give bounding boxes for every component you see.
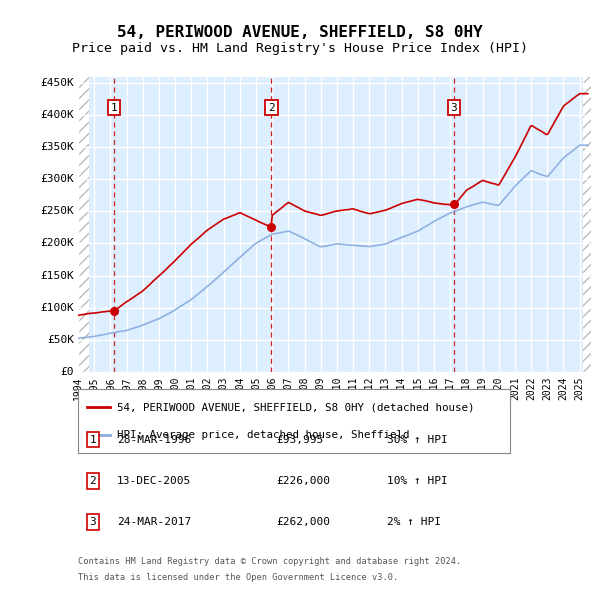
Bar <box>583 77 591 372</box>
Text: 30% ↑ HPI: 30% ↑ HPI <box>387 435 448 444</box>
Text: £350K: £350K <box>40 142 74 152</box>
Text: £300K: £300K <box>40 174 74 184</box>
Text: HPI: Average price, detached house, Sheffield: HPI: Average price, detached house, Shef… <box>117 430 409 440</box>
Text: £100K: £100K <box>40 303 74 313</box>
Text: 1: 1 <box>89 435 97 444</box>
Text: £200K: £200K <box>40 238 74 248</box>
Text: £0: £0 <box>61 367 74 376</box>
Text: 3: 3 <box>451 103 457 113</box>
Text: 54, PERIWOOD AVENUE, SHEFFIELD, S8 0HY (detached house): 54, PERIWOOD AVENUE, SHEFFIELD, S8 0HY (… <box>117 402 475 412</box>
Text: £226,000: £226,000 <box>276 476 330 486</box>
Text: £93,995: £93,995 <box>276 435 323 444</box>
Text: 2: 2 <box>268 103 275 113</box>
Text: 28-MAR-1996: 28-MAR-1996 <box>117 435 191 444</box>
Text: £50K: £50K <box>47 335 74 345</box>
Text: 1: 1 <box>111 103 118 113</box>
Text: £262,000: £262,000 <box>276 517 330 527</box>
Text: £450K: £450K <box>40 78 74 88</box>
Text: 24-MAR-2017: 24-MAR-2017 <box>117 517 191 527</box>
Text: 2% ↑ HPI: 2% ↑ HPI <box>387 517 441 527</box>
Text: Price paid vs. HM Land Registry's House Price Index (HPI): Price paid vs. HM Land Registry's House … <box>72 42 528 55</box>
Text: Contains HM Land Registry data © Crown copyright and database right 2024.: Contains HM Land Registry data © Crown c… <box>78 557 461 566</box>
Text: 10% ↑ HPI: 10% ↑ HPI <box>387 476 448 486</box>
Text: 13-DEC-2005: 13-DEC-2005 <box>117 476 191 486</box>
Text: £150K: £150K <box>40 270 74 280</box>
Bar <box>78 77 89 372</box>
Text: 3: 3 <box>89 517 97 527</box>
Text: 2: 2 <box>89 476 97 486</box>
Text: £250K: £250K <box>40 206 74 217</box>
Text: This data is licensed under the Open Government Licence v3.0.: This data is licensed under the Open Gov… <box>78 572 398 582</box>
Text: £400K: £400K <box>40 110 74 120</box>
Text: 54, PERIWOOD AVENUE, SHEFFIELD, S8 0HY: 54, PERIWOOD AVENUE, SHEFFIELD, S8 0HY <box>117 25 483 40</box>
